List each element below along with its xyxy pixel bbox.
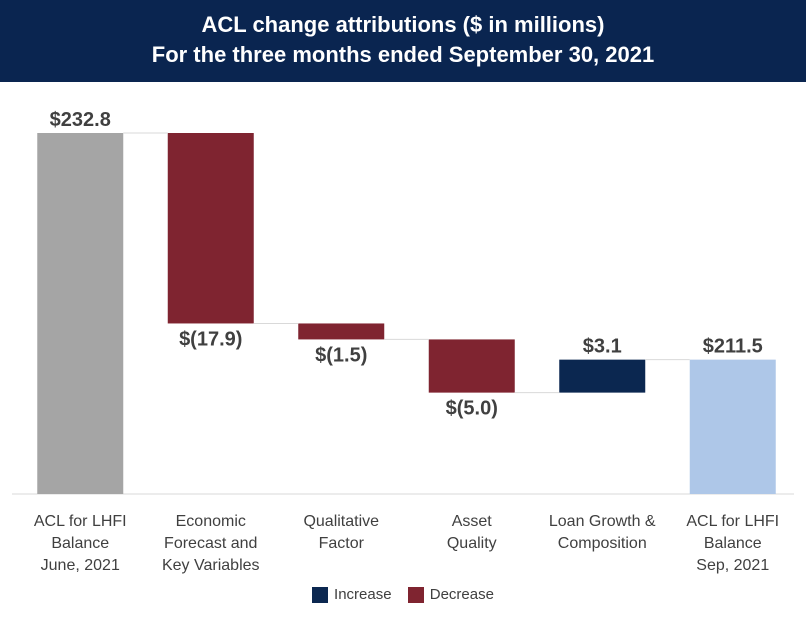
bar-6 [689, 359, 776, 494]
category-label-3-line-2: Factor [319, 535, 365, 552]
category-label-1-line-2: Balance [51, 535, 109, 552]
category-label-6-line-1: ACL for LHFI [686, 513, 779, 530]
category-label-5-line-2: Composition [558, 535, 647, 552]
category-label-2-line-3: Key Variables [162, 557, 260, 574]
data-label-4: $(5.0) [446, 398, 498, 420]
data-label-2: $(17.9) [179, 328, 242, 350]
bar-4 [428, 339, 515, 393]
category-label-4-line-2: Quality [447, 535, 497, 552]
category-label-3-line-1: Qualitative [303, 513, 379, 530]
data-label-5: $3.1 [583, 336, 622, 358]
category-label-6-line-2: Balance [704, 535, 762, 552]
category-label-5-line-1: Loan Growth & [549, 513, 656, 530]
category-label-6-line-3: Sep, 2021 [696, 557, 769, 574]
bar-2 [167, 133, 254, 324]
legend-label-decrease: Decrease [429, 586, 494, 603]
category-label-1-line-1: ACL for LHFI [34, 513, 127, 530]
legend-item-increase: Increase [312, 586, 392, 603]
bar-1 [37, 133, 124, 494]
data-label-1: $232.8 [50, 109, 111, 131]
data-label-3: $(1.5) [315, 344, 367, 366]
legend: Increase Decrease [0, 586, 806, 607]
data-label-6: $211.5 [703, 336, 763, 358]
category-label-2-line-1: Economic [176, 513, 246, 530]
legend-swatch-increase [312, 586, 329, 603]
chart-subtitle: For the three months ended September 30,… [151, 42, 655, 67]
category-label-2-line-2: Forecast and [164, 535, 257, 552]
legend-label-increase: Increase [334, 586, 392, 603]
bar-5 [559, 359, 646, 393]
waterfall-chart: $232.8 ACL for LHFI Balance June, 2021 $(17.… [12, 109, 794, 574]
bar-3 [298, 323, 385, 340]
category-label-1-line-3: June, 2021 [41, 557, 120, 574]
legend-item-decrease: Decrease [407, 586, 494, 603]
legend-swatch-decrease [407, 586, 424, 603]
chart-header: ACL change attributions ($ in millions) … [0, 0, 806, 82]
chart-title: ACL change attributions ($ in millions) [201, 12, 605, 37]
category-label-4-line-1: Asset [452, 513, 493, 530]
